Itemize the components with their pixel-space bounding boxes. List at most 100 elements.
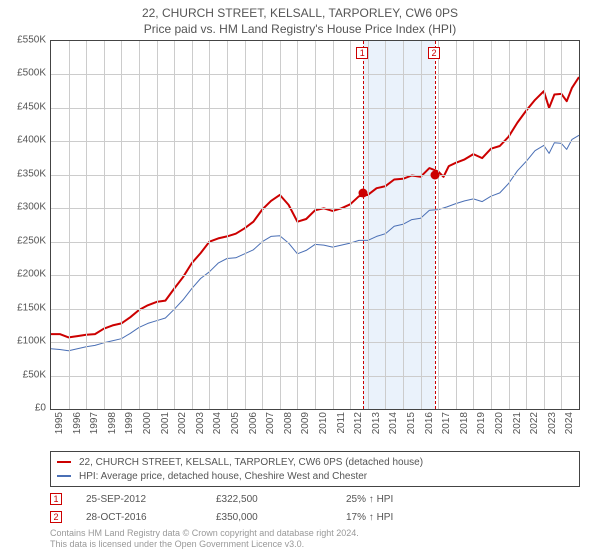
y-tick-label: £50K <box>2 369 46 380</box>
x-tick-label: 1995 <box>54 412 65 434</box>
x-tick-label: 2019 <box>476 412 487 434</box>
x-gridline <box>544 41 545 409</box>
x-gridline <box>350 41 351 409</box>
legend-row: HPI: Average price, detached house, Ches… <box>57 469 573 483</box>
x-gridline <box>315 41 316 409</box>
x-tick-label: 2022 <box>529 412 540 434</box>
x-tick-label: 2020 <box>494 412 505 434</box>
y-tick-label: £300K <box>2 202 46 213</box>
x-gridline <box>121 41 122 409</box>
x-gridline <box>157 41 158 409</box>
x-tick-label: 1997 <box>89 412 100 434</box>
y-tick-label: £250K <box>2 235 46 246</box>
marker-price: £350,000 <box>216 512 346 523</box>
x-tick-label: 2015 <box>406 412 417 434</box>
marker-price: £322,500 <box>216 494 346 505</box>
legend-text: 22, CHURCH STREET, KELSALL, TARPORLEY, C… <box>79 457 423 468</box>
x-tick-label: 2017 <box>441 412 452 434</box>
x-gridline <box>385 41 386 409</box>
x-tick-label: 2001 <box>160 412 171 434</box>
x-gridline <box>297 41 298 409</box>
footnote-line: This data is licensed under the Open Gov… <box>50 539 580 550</box>
footnote-line: Contains HM Land Registry data © Crown c… <box>50 528 580 539</box>
chart-title-1: 22, CHURCH STREET, KELSALL, TARPORLEY, C… <box>0 6 600 20</box>
marker-box-icon: 2 <box>428 47 440 59</box>
x-tick-label: 2023 <box>547 412 558 434</box>
x-tick-label: 2003 <box>195 412 206 434</box>
x-gridline <box>69 41 70 409</box>
y-tick-label: £500K <box>2 68 46 79</box>
marker-box-icon: 1 <box>50 493 62 505</box>
x-tick-label: 2018 <box>459 412 470 434</box>
x-tick-label: 2009 <box>300 412 311 434</box>
y-tick-label: £550K <box>2 35 46 46</box>
x-tick-label: 2024 <box>564 412 575 434</box>
x-tick-label: 2021 <box>512 412 523 434</box>
marker-row: 2 28-OCT-2016 £350,000 17% ↑ HPI <box>50 508 580 526</box>
x-tick-label: 2002 <box>177 412 188 434</box>
legend-swatch <box>57 475 71 477</box>
y-tick-label: £0 <box>2 403 46 414</box>
x-gridline <box>280 41 281 409</box>
marker-dot-icon <box>431 170 440 179</box>
x-gridline <box>139 41 140 409</box>
marker-delta: 25% ↑ HPI <box>346 494 476 505</box>
x-tick-label: 2004 <box>212 412 223 434</box>
x-gridline <box>456 41 457 409</box>
x-tick-label: 2008 <box>283 412 294 434</box>
x-gridline <box>192 41 193 409</box>
marker-date: 25-SEP-2012 <box>86 494 216 505</box>
x-gridline <box>86 41 87 409</box>
marker-dot-icon <box>359 189 368 198</box>
x-gridline <box>438 41 439 409</box>
x-gridline <box>403 41 404 409</box>
x-gridline <box>421 41 422 409</box>
x-gridline <box>473 41 474 409</box>
x-gridline <box>368 41 369 409</box>
x-gridline <box>104 41 105 409</box>
x-gridline <box>174 41 175 409</box>
plot-area <box>50 40 580 410</box>
marker-line <box>435 41 436 409</box>
x-tick-label: 2007 <box>265 412 276 434</box>
x-tick-label: 2006 <box>248 412 259 434</box>
y-tick-label: £200K <box>2 269 46 280</box>
legend-text: HPI: Average price, detached house, Ches… <box>79 471 367 482</box>
x-gridline <box>227 41 228 409</box>
x-tick-label: 2010 <box>318 412 329 434</box>
footnote: Contains HM Land Registry data © Crown c… <box>50 528 580 550</box>
x-gridline <box>333 41 334 409</box>
y-tick-label: £350K <box>2 168 46 179</box>
x-tick-label: 2012 <box>353 412 364 434</box>
marker-table: 1 25-SEP-2012 £322,500 25% ↑ HPI 2 28-OC… <box>50 490 580 526</box>
x-tick-label: 2011 <box>336 412 347 434</box>
x-gridline <box>526 41 527 409</box>
x-tick-label: 2005 <box>230 412 241 434</box>
legend-row: 22, CHURCH STREET, KELSALL, TARPORLEY, C… <box>57 455 573 469</box>
x-gridline <box>509 41 510 409</box>
y-tick-label: £100K <box>2 336 46 347</box>
x-gridline <box>209 41 210 409</box>
marker-box-icon: 1 <box>356 47 368 59</box>
chart-title-2: Price paid vs. HM Land Registry's House … <box>0 22 600 36</box>
x-tick-label: 1999 <box>124 412 135 434</box>
marker-delta: 17% ↑ HPI <box>346 512 476 523</box>
x-gridline <box>245 41 246 409</box>
marker-line <box>363 41 364 409</box>
x-tick-label: 1998 <box>107 412 118 434</box>
marker-date: 28-OCT-2016 <box>86 512 216 523</box>
y-tick-label: £400K <box>2 135 46 146</box>
x-gridline <box>491 41 492 409</box>
x-tick-label: 2000 <box>142 412 153 434</box>
marker-box-icon: 2 <box>50 511 62 523</box>
marker-row: 1 25-SEP-2012 £322,500 25% ↑ HPI <box>50 490 580 508</box>
y-tick-label: £450K <box>2 101 46 112</box>
price-chart: 22, CHURCH STREET, KELSALL, TARPORLEY, C… <box>0 0 600 560</box>
x-tick-label: 1996 <box>72 412 83 434</box>
y-tick-label: £150K <box>2 302 46 313</box>
legend: 22, CHURCH STREET, KELSALL, TARPORLEY, C… <box>50 451 580 487</box>
legend-swatch <box>57 461 71 463</box>
x-tick-label: 2016 <box>424 412 435 434</box>
x-tick-label: 2013 <box>371 412 382 434</box>
x-gridline <box>561 41 562 409</box>
